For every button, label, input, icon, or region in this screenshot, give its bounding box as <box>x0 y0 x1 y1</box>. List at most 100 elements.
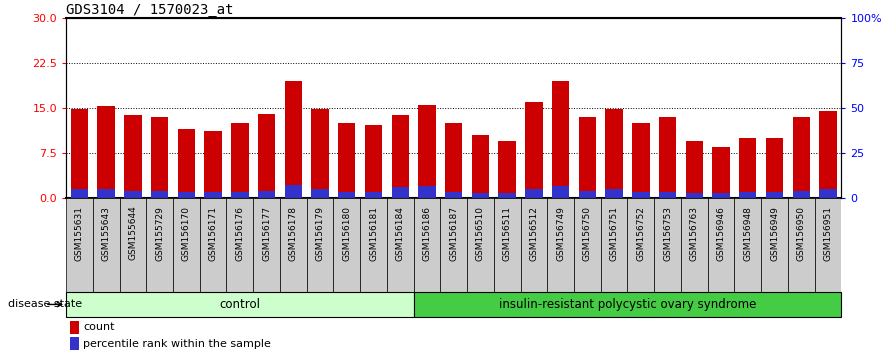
Bar <box>655 198 681 292</box>
Text: GSM156763: GSM156763 <box>690 206 699 261</box>
Bar <box>311 109 329 198</box>
Bar <box>66 198 93 292</box>
Text: GSM156752: GSM156752 <box>636 206 646 261</box>
Text: GSM156753: GSM156753 <box>663 206 672 261</box>
Bar <box>204 131 222 198</box>
Text: insulin-resistant polycystic ovary syndrome: insulin-resistant polycystic ovary syndr… <box>499 298 756 311</box>
Bar <box>605 109 623 198</box>
Bar <box>70 109 88 198</box>
Bar <box>440 198 467 292</box>
Bar <box>499 141 516 198</box>
Bar <box>120 198 146 292</box>
Bar <box>391 187 409 198</box>
Bar <box>333 198 360 292</box>
Bar <box>66 292 413 317</box>
Bar <box>178 192 195 198</box>
Text: GSM156178: GSM156178 <box>289 206 298 261</box>
Bar <box>253 198 280 292</box>
Bar <box>605 189 623 198</box>
Text: GSM156179: GSM156179 <box>315 206 324 261</box>
Bar <box>819 111 837 198</box>
Bar <box>627 198 655 292</box>
Bar <box>739 138 757 198</box>
Text: GSM156181: GSM156181 <box>369 206 378 261</box>
Bar <box>445 192 463 198</box>
Bar <box>418 105 436 198</box>
Bar <box>280 198 307 292</box>
Bar <box>521 198 547 292</box>
Text: count: count <box>83 322 115 332</box>
Text: GSM156176: GSM156176 <box>235 206 244 261</box>
Bar <box>579 191 596 198</box>
Text: percentile rank within the sample: percentile rank within the sample <box>83 339 271 349</box>
Bar <box>231 123 248 198</box>
Text: GSM156749: GSM156749 <box>556 206 565 261</box>
Bar <box>471 193 489 198</box>
Bar <box>98 189 115 198</box>
Text: disease state: disease state <box>8 299 82 309</box>
Bar <box>525 102 543 198</box>
Bar <box>204 192 222 198</box>
Bar <box>552 81 569 198</box>
Bar <box>739 192 757 198</box>
Bar <box>707 198 735 292</box>
Bar <box>788 198 815 292</box>
Bar <box>70 189 88 198</box>
Bar <box>365 192 382 198</box>
Text: GSM156187: GSM156187 <box>449 206 458 261</box>
Bar <box>200 198 226 292</box>
Bar <box>601 198 627 292</box>
Bar <box>173 198 200 292</box>
Bar <box>633 192 649 198</box>
Bar <box>360 198 387 292</box>
Text: GSM156184: GSM156184 <box>396 206 404 261</box>
Bar <box>713 193 729 198</box>
Bar <box>307 198 333 292</box>
Text: GSM156180: GSM156180 <box>343 206 352 261</box>
Bar <box>761 198 788 292</box>
Bar <box>285 185 302 198</box>
Bar <box>766 138 783 198</box>
Bar <box>659 117 677 198</box>
Bar <box>445 123 463 198</box>
Bar <box>547 198 574 292</box>
Bar <box>311 189 329 198</box>
Bar <box>659 192 677 198</box>
Bar <box>418 186 436 198</box>
Bar <box>151 117 168 198</box>
Bar <box>735 198 761 292</box>
Bar <box>178 129 195 198</box>
Bar <box>387 198 413 292</box>
Bar <box>579 117 596 198</box>
Bar <box>285 81 302 198</box>
Text: GSM156751: GSM156751 <box>610 206 618 261</box>
Text: GSM156170: GSM156170 <box>181 206 191 261</box>
Bar <box>338 123 355 198</box>
Bar <box>70 337 79 350</box>
Bar <box>338 192 355 198</box>
Bar <box>467 198 494 292</box>
Text: GSM155643: GSM155643 <box>101 206 111 261</box>
Bar <box>98 106 115 198</box>
Text: GSM156177: GSM156177 <box>262 206 271 261</box>
Text: GSM156510: GSM156510 <box>476 206 485 261</box>
Text: GSM156512: GSM156512 <box>529 206 538 261</box>
Text: GSM156750: GSM156750 <box>583 206 592 261</box>
Bar <box>815 198 841 292</box>
Bar <box>494 198 521 292</box>
Bar <box>231 192 248 198</box>
Text: GSM156948: GSM156948 <box>744 206 752 261</box>
Bar <box>633 123 649 198</box>
Bar <box>413 292 841 317</box>
Text: GSM155631: GSM155631 <box>75 206 84 261</box>
Bar <box>685 141 703 198</box>
Bar <box>258 114 275 198</box>
Bar <box>226 198 253 292</box>
Bar <box>685 193 703 198</box>
Text: GSM156946: GSM156946 <box>716 206 726 261</box>
Bar <box>766 192 783 198</box>
Text: GSM155729: GSM155729 <box>155 206 164 261</box>
Bar <box>793 117 810 198</box>
Bar <box>93 198 120 292</box>
Bar <box>391 115 409 198</box>
